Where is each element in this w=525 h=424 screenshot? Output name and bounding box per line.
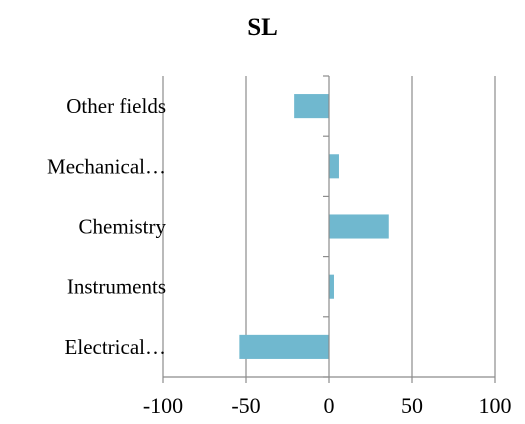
chart-title: SL xyxy=(247,14,278,41)
labels: -100 -50 0 50 100 Electrical… Instruments Chemi… xyxy=(47,94,511,418)
bar xyxy=(329,154,339,179)
bar xyxy=(239,334,329,359)
bars xyxy=(239,94,389,359)
x-tick-label: -100 xyxy=(143,393,183,418)
axes xyxy=(162,75,496,383)
x-tick-label: 0 xyxy=(324,393,335,418)
category-label: Mechanical… xyxy=(47,154,166,178)
bar xyxy=(329,274,334,299)
x-tick-label: -50 xyxy=(231,393,260,418)
category-label: Chemistry xyxy=(79,215,167,239)
bar xyxy=(329,214,389,239)
gridlines xyxy=(162,76,496,377)
x-tick-label: 50 xyxy=(401,393,423,418)
bar xyxy=(294,94,329,119)
category-label: Instruments xyxy=(67,275,166,299)
category-label: Electrical… xyxy=(65,335,166,359)
x-tick-label: 100 xyxy=(479,393,512,418)
category-label: Other fields xyxy=(66,94,166,118)
